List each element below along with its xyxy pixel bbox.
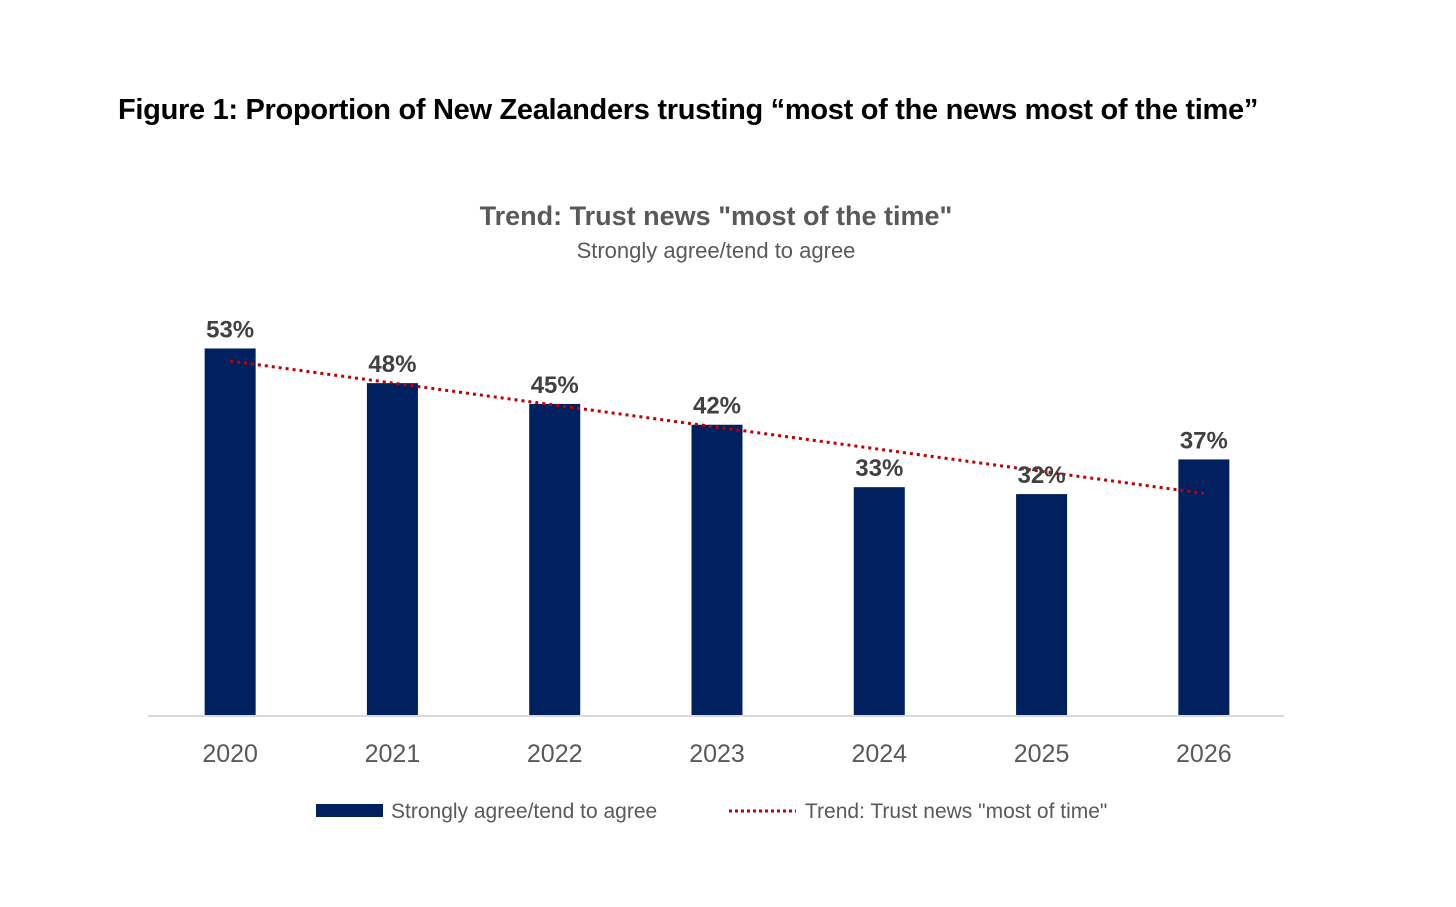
data-label-2023: 42% <box>693 393 741 420</box>
bar-2022 <box>529 403 581 716</box>
legend-label-trendline: Trend: Trust news "most of time" <box>805 800 1107 823</box>
bar-2023 <box>691 424 743 716</box>
trendline-group <box>229 359 1205 495</box>
bar-2025 <box>1016 494 1068 716</box>
bar-2020 <box>204 348 256 716</box>
x-tick-label-2020: 2020 <box>202 740 258 768</box>
data-label-2024: 33% <box>855 455 903 482</box>
x-tick-labels-group: 2020 2021 2022 2023 2024 2025 2026 <box>202 740 1231 768</box>
data-label-2021: 48% <box>368 351 416 378</box>
chart-subtitle: Strongly agree/tend to agree <box>577 238 856 263</box>
chart-title: Trend: Trust news "most of the time" <box>480 201 953 231</box>
data-label-2026: 37% <box>1180 427 1228 454</box>
data-labels-group: 53% 48% 45% 42% 33% 32% 37% <box>206 316 1228 489</box>
x-tick-label-2024: 2024 <box>851 740 907 768</box>
data-label-2022: 45% <box>531 372 579 399</box>
trendline <box>229 359 1205 495</box>
x-tick-label-2022: 2022 <box>527 740 583 768</box>
legend-swatch-bars <box>316 804 383 817</box>
data-label-2020: 53% <box>206 316 254 343</box>
x-tick-label-2023: 2023 <box>689 740 745 768</box>
bars-group <box>204 348 1230 716</box>
figure-title: Figure 1: Proportion of New Zealanders t… <box>118 94 1259 126</box>
bar-2026 <box>1178 459 1230 716</box>
x-tick-label-2025: 2025 <box>1014 740 1070 768</box>
legend: Strongly agree/tend to agree Trend: Trus… <box>316 800 1107 823</box>
bar-2024 <box>853 487 905 716</box>
x-tick-label-2021: 2021 <box>365 740 421 768</box>
legend-label-bars: Strongly agree/tend to agree <box>391 800 657 823</box>
bar-2021 <box>366 383 418 716</box>
x-tick-label-2026: 2026 <box>1176 740 1232 768</box>
data-label-2025: 32% <box>1018 462 1066 489</box>
